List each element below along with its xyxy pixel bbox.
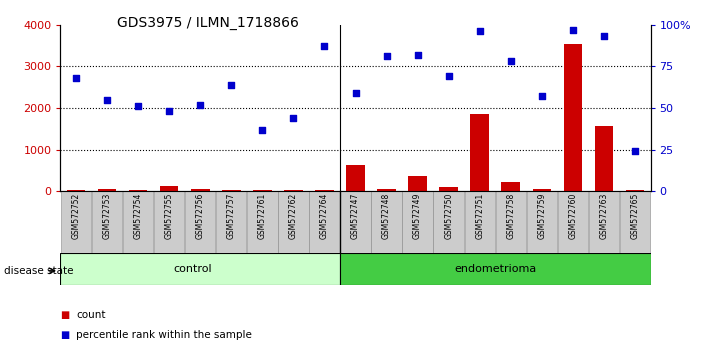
Text: percentile rank within the sample: percentile rank within the sample (76, 330, 252, 339)
Point (474, 29, 486, 34)
Point (350, 90, 361, 96)
Text: GSM572762: GSM572762 (289, 193, 298, 239)
Bar (527, 191, 557, 253)
Bar (346, 165, 365, 191)
Point (288, 115, 299, 121)
Bar (589, 191, 619, 253)
Text: GSM572759: GSM572759 (538, 193, 546, 239)
Text: endometrioma: endometrioma (454, 264, 536, 274)
Point (505, 58, 516, 64)
Bar (185, 191, 215, 253)
Bar (191, 189, 210, 191)
Text: disease state: disease state (4, 266, 73, 276)
Text: GSM572763: GSM572763 (599, 193, 609, 239)
Text: GSM572756: GSM572756 (196, 193, 205, 239)
Bar (408, 176, 427, 191)
Point (443, 74, 454, 79)
Point (257, 127, 268, 132)
Text: ■: ■ (60, 330, 70, 339)
Bar (222, 190, 240, 191)
Bar (620, 191, 651, 253)
Bar (496, 191, 526, 253)
Text: GSM572753: GSM572753 (102, 193, 112, 239)
Point (225, 82, 237, 87)
Bar (471, 114, 489, 191)
Bar (97, 189, 117, 191)
Point (102, 97, 113, 103)
Bar (160, 186, 178, 191)
Point (598, 34, 609, 39)
Text: GSM572747: GSM572747 (351, 193, 360, 239)
Text: GSM572749: GSM572749 (413, 193, 422, 239)
Bar (378, 189, 396, 191)
Bar (216, 191, 247, 253)
Bar (129, 190, 147, 191)
Bar (309, 191, 340, 253)
Bar (594, 126, 614, 191)
Text: control: control (173, 264, 212, 274)
Bar (371, 191, 402, 253)
Bar (92, 191, 122, 253)
Bar (341, 191, 370, 253)
Text: GSM572765: GSM572765 (631, 193, 639, 239)
Point (629, 148, 641, 154)
Bar (434, 191, 464, 253)
Text: GSM572764: GSM572764 (320, 193, 329, 239)
Bar (60, 191, 91, 253)
Bar (253, 190, 272, 191)
Bar (501, 182, 520, 191)
Text: GSM572751: GSM572751 (475, 193, 484, 239)
Bar (464, 191, 495, 253)
Text: GSM572748: GSM572748 (382, 193, 391, 239)
Text: GSM572758: GSM572758 (506, 193, 515, 239)
Bar (439, 187, 458, 191)
Text: GSM572750: GSM572750 (444, 193, 453, 239)
Text: GSM572755: GSM572755 (165, 193, 173, 239)
Text: GSM572754: GSM572754 (134, 193, 143, 239)
Bar (278, 191, 309, 253)
Point (132, 103, 144, 109)
Bar (402, 191, 433, 253)
Text: GDS3975 / ILMN_1718866: GDS3975 / ILMN_1718866 (117, 16, 299, 30)
Bar (284, 190, 303, 191)
Point (567, 27, 579, 33)
Point (536, 93, 547, 99)
Text: count: count (76, 310, 105, 320)
Text: GSM572752: GSM572752 (72, 193, 80, 239)
Point (164, 108, 175, 114)
Bar (123, 191, 154, 253)
Text: GSM572757: GSM572757 (227, 193, 236, 239)
Text: ■: ■ (60, 310, 70, 320)
Bar (67, 190, 85, 191)
Bar (247, 191, 277, 253)
Bar (154, 191, 184, 253)
Point (381, 53, 392, 59)
Point (412, 52, 423, 58)
Point (319, 44, 330, 49)
Text: GSM572761: GSM572761 (258, 193, 267, 239)
Point (70, 75, 82, 81)
Bar (60, 253, 340, 285)
Bar (564, 44, 582, 191)
Bar (315, 190, 333, 191)
Bar (533, 189, 551, 191)
Text: GSM572760: GSM572760 (568, 193, 577, 239)
Bar (626, 190, 644, 191)
Bar (557, 191, 588, 253)
Bar (340, 253, 651, 285)
Point (195, 102, 206, 108)
